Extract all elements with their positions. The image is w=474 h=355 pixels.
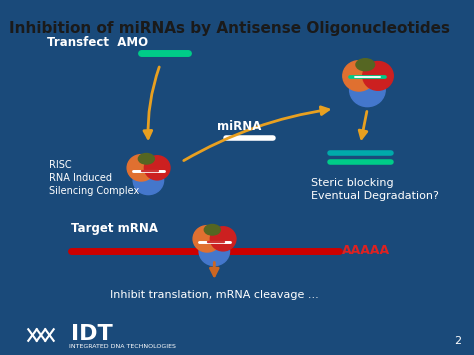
Circle shape — [343, 61, 375, 91]
Text: AAAAA: AAAAA — [341, 244, 390, 257]
Circle shape — [127, 155, 155, 181]
Text: INTEGRATED DNA TECHNOLOGIES: INTEGRATED DNA TECHNOLOGIES — [69, 344, 176, 349]
Circle shape — [145, 156, 170, 180]
Circle shape — [210, 227, 236, 251]
Circle shape — [363, 61, 393, 90]
Circle shape — [199, 237, 229, 266]
Ellipse shape — [204, 224, 220, 235]
Ellipse shape — [356, 59, 374, 71]
Text: Transfect  AMO: Transfect AMO — [47, 36, 148, 49]
Text: miRNA: miRNA — [217, 120, 261, 133]
Text: Inhibit translation, mRNA cleavage ...: Inhibit translation, mRNA cleavage ... — [110, 290, 319, 300]
Text: Inhibition of miRNAs by Antisense Oligonucleotides: Inhibition of miRNAs by Antisense Oligon… — [9, 21, 450, 36]
Circle shape — [193, 226, 221, 252]
Text: RISC
RNA Induced
Silencing Complex: RISC RNA Induced Silencing Complex — [49, 160, 140, 196]
Text: IDT: IDT — [71, 324, 112, 344]
Ellipse shape — [138, 153, 155, 164]
Circle shape — [133, 166, 164, 195]
Text: Target mRNA: Target mRNA — [71, 222, 158, 235]
Text: 2: 2 — [455, 336, 462, 346]
Text: Steric blocking
Eventual Degradation?: Steric blocking Eventual Degradation? — [311, 178, 439, 201]
Circle shape — [350, 73, 385, 106]
